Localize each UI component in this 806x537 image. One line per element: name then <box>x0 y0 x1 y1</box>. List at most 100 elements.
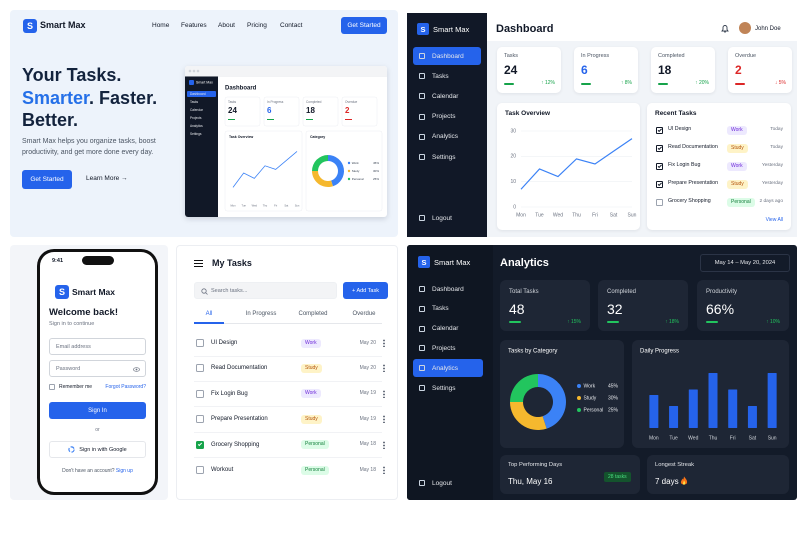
stat-label: Completed <box>306 100 322 104</box>
analytics-panel: S Smart Max Logout Dashboard Tasks Calenda… <box>407 245 797 500</box>
checkbox[interactable] <box>196 339 204 347</box>
x-tick-label: Thu <box>572 212 581 218</box>
checkbox[interactable] <box>656 180 663 188</box>
tab[interactable]: All <box>205 311 213 317</box>
more-menu[interactable] <box>383 415 385 424</box>
email-input[interactable]: Email address <box>49 338 146 355</box>
task-tag: Personal <box>301 440 329 450</box>
task-name: Read Documentation <box>211 365 268 372</box>
nav-label: Tasks <box>432 305 449 313</box>
nav-item[interactable]: Analytics <box>413 359 483 378</box>
nav-item[interactable]: Tasks <box>413 300 483 318</box>
bell-icon[interactable] <box>721 24 729 33</box>
checkbox[interactable] <box>656 126 663 134</box>
donut-segment <box>538 374 566 429</box>
nav-item[interactable]: Projects <box>413 108 481 126</box>
avatar[interactable] <box>739 22 751 34</box>
sign-in-button[interactable]: Sign In <box>49 402 146 419</box>
task-tag: Study <box>301 414 322 424</box>
checkbox[interactable] <box>656 198 663 206</box>
check-mark <box>197 441 203 446</box>
add-task-button[interactable]: + Add Task <box>343 282 388 299</box>
nav-icon <box>419 480 425 486</box>
checkbox[interactable] <box>196 466 204 474</box>
password-input[interactable]: Password <box>49 360 146 377</box>
stat-label: Overdue <box>735 53 757 59</box>
primary-button[interactable]: Get Started <box>22 170 72 189</box>
card-title: Category <box>310 135 325 139</box>
checkbox[interactable] <box>196 389 204 398</box>
legend-swatch <box>577 396 581 400</box>
nav-button[interactable]: Get Started <box>341 17 387 34</box>
nav-item[interactable]: Tasks <box>413 67 481 85</box>
date-range[interactable]: May 14 – May 20, 2024 <box>700 254 790 272</box>
nav-item[interactable]: Settings <box>413 148 481 166</box>
more-menu[interactable] <box>383 364 385 373</box>
stat-change: ↑ 15% <box>567 319 581 325</box>
nav-label: Logout <box>432 214 452 222</box>
user-name[interactable]: John Doe <box>755 26 781 32</box>
sign-up-link[interactable]: Sign up <box>115 468 133 474</box>
nav-link[interactable]: Features <box>181 22 207 29</box>
secondary-button[interactable]: Learn More → <box>86 175 128 182</box>
x-tick-label: Sat <box>284 203 288 207</box>
remember-checkbox[interactable] <box>49 384 55 390</box>
checkbox[interactable] <box>196 440 204 449</box>
nav-icon <box>419 113 425 120</box>
view-all[interactable]: View All <box>765 217 783 223</box>
logout[interactable]: Logout <box>413 475 483 491</box>
stat-card: Productivity 66% ↑ 10% <box>697 280 789 331</box>
window-bar <box>185 66 387 76</box>
more-menu[interactable] <box>383 440 385 449</box>
checkbox[interactable] <box>196 415 204 424</box>
logout[interactable]: Logout <box>413 210 481 226</box>
x-tick-label: Sun <box>768 435 777 441</box>
brand-name: Smart Max <box>40 20 86 30</box>
nav-link[interactable]: Contact <box>280 22 303 29</box>
nav-item[interactable]: Calendar <box>413 87 481 105</box>
divider <box>185 76 387 77</box>
donut-segment <box>510 374 538 402</box>
tab[interactable]: Completed <box>298 311 328 317</box>
more-menu[interactable] <box>383 389 385 398</box>
task-date: Yesterday <box>761 162 783 168</box>
brand-name: Smart Max <box>196 81 213 85</box>
nav-item[interactable]: Dashboard <box>413 47 481 65</box>
checkbox[interactable] <box>656 162 663 170</box>
task-date: May 19 <box>359 390 376 397</box>
nav-item[interactable]: Analytics <box>413 128 481 146</box>
nav-item[interactable]: Projects <box>413 339 483 357</box>
bar <box>708 373 718 428</box>
nav-item[interactable]: Settings <box>413 379 483 397</box>
nav-link[interactable]: Pricing <box>247 22 267 29</box>
x-tick-label: Mon <box>230 203 236 207</box>
stat-bar <box>509 321 521 323</box>
task-tag: Personal <box>727 197 755 207</box>
date-range-label: May 14 – May 20, 2024 <box>714 260 776 266</box>
checkbox[interactable] <box>196 364 204 373</box>
stat-card: Completed 18 ↑ 20% <box>651 47 715 93</box>
nav-label: Calendar <box>432 92 459 100</box>
nav-label: Dashboard <box>432 52 464 60</box>
google-button[interactable]: Sign in with Google <box>49 441 146 458</box>
nav-label: Calendar <box>432 325 459 333</box>
stat-change: ↑ 8% <box>620 80 632 86</box>
menu-icon[interactable] <box>194 260 203 267</box>
tab[interactable]: In Progress <box>245 311 277 317</box>
y-tick-label: 20 <box>510 154 516 160</box>
search-input[interactable]: Search tasks... <box>194 282 337 299</box>
x-tick-label: Tue <box>535 212 544 218</box>
more-menu[interactable] <box>383 339 385 347</box>
nav-link[interactable]: About <box>218 22 235 29</box>
forgot-link[interactable]: Forgot Password? <box>105 384 146 390</box>
headline: . Faster. <box>89 88 158 108</box>
tab[interactable]: Overdue <box>352 311 376 317</box>
more-menu[interactable] <box>383 466 385 474</box>
nav-item[interactable]: Calendar <box>413 320 483 338</box>
nav-item[interactable]: Dashboard <box>413 280 483 298</box>
nav-link[interactable]: Home <box>152 22 170 29</box>
nav-label: Projects <box>432 344 456 352</box>
checkbox[interactable] <box>656 144 663 152</box>
eye-icon[interactable] <box>133 367 140 372</box>
nav-label: Projects <box>190 116 202 120</box>
